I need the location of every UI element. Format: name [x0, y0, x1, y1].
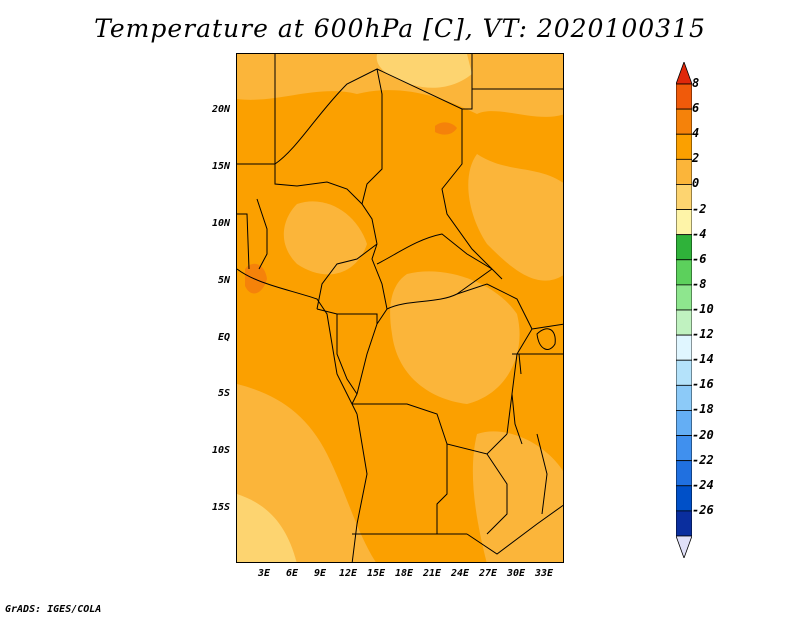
colorbar-swatch — [676, 83, 692, 110]
shading-warm-north — [237, 54, 563, 117]
colorbar-swatch — [676, 133, 692, 160]
colorbar-swatch — [676, 510, 692, 537]
border-car-south — [386, 268, 493, 310]
colorbar-tick-label: -12 — [692, 327, 714, 342]
grads-credit: GrADS: IGES/COLA — [5, 604, 102, 615]
border-congo-drc — [351, 323, 378, 405]
lon-label: 3E — [257, 568, 271, 579]
colorbar-tick-label: -18 — [692, 402, 714, 417]
lon-label: 30E — [506, 568, 526, 579]
lon-label: 6E — [285, 568, 299, 579]
colorbar-swatch — [676, 485, 692, 512]
colorbar-tick-label: 4 — [692, 126, 700, 141]
chart-title: Temperature at 600hPa [C], VT: 202010031… — [94, 14, 706, 43]
colorbar-bottom-arrow — [676, 535, 692, 558]
border-benin — [256, 198, 268, 270]
lat-label: 15S — [211, 502, 230, 513]
colorbar-tick-label: -10 — [692, 302, 714, 316]
colorbar-tick-label: -20 — [692, 427, 714, 442]
border-malawi — [536, 433, 548, 515]
colorbar-swatch — [676, 108, 692, 135]
colorbar-swatch — [676, 410, 692, 436]
shading-warm-congo — [390, 271, 520, 404]
colorbar-swatch — [676, 334, 692, 361]
colorbar-top-arrow — [676, 62, 692, 85]
shading-cool-north — [376, 54, 472, 88]
lat-label: 10S — [211, 445, 230, 456]
shading-warm-central — [283, 201, 367, 275]
colorbar-tick-label: -16 — [692, 377, 714, 392]
colorbar-tick-label: -6 — [692, 251, 707, 266]
lon-label: 24E — [450, 568, 470, 579]
shading-warm-east — [468, 154, 563, 281]
lat-label: 10N — [211, 218, 230, 229]
border-angola-zambia — [436, 444, 467, 535]
lon-label: 15E — [366, 568, 386, 579]
colorbar-swatch — [676, 460, 692, 487]
border-zambia-east — [486, 453, 508, 535]
colorbar-swatch — [676, 259, 692, 286]
colorbar-tick-label: 6 — [692, 101, 700, 116]
border-angola-west — [351, 413, 368, 562]
colorbar-swatch — [676, 359, 692, 386]
lon-label: 18E — [394, 568, 414, 579]
colorbar-tick-label: -22 — [692, 452, 714, 467]
lat-label: 5N — [217, 275, 230, 286]
colorbar-tick-label: -2 — [692, 201, 707, 216]
lake-victoria — [536, 328, 556, 350]
colorbar — [676, 62, 692, 558]
lon-label: 12E — [338, 568, 358, 579]
lat-label: 15N — [211, 161, 230, 172]
border-zambia-zimbabwe — [466, 504, 563, 555]
colorbar-swatch — [676, 435, 692, 462]
colorbar-tick-label: -24 — [692, 477, 714, 492]
border-ghana-togo — [237, 213, 250, 270]
border-niger-chad — [274, 68, 383, 205]
colorbar-tick-label: -14 — [692, 352, 714, 367]
shading-warm-southeast — [472, 431, 563, 562]
colorbar-swatch — [676, 184, 692, 210]
border-car-north — [376, 233, 493, 270]
border-gabon-congo — [336, 314, 358, 395]
lon-label: 27E — [478, 568, 498, 579]
colorbar-tick-label: -8 — [692, 276, 707, 291]
lon-label: 33E — [534, 568, 554, 579]
shading-cool-southwest — [237, 494, 297, 562]
colorbar-swatch — [676, 158, 692, 185]
map-svg — [237, 54, 563, 562]
shading-hot-north — [435, 122, 457, 135]
lon-label: 9E — [313, 568, 327, 579]
border-libya-chad — [376, 54, 473, 110]
colorbar-tick-label: 2 — [692, 151, 700, 166]
shading-hot-west — [245, 263, 267, 294]
lake-kivu — [518, 353, 522, 375]
colorbar-tick-label: -4 — [692, 226, 707, 241]
border-drc-angola — [352, 403, 508, 455]
border-gabon-north — [316, 308, 378, 324]
lat-label: 5S — [217, 388, 230, 399]
colorbar-swatch — [676, 209, 692, 236]
colorbar-tick-label: -26 — [692, 502, 714, 517]
border-uganda — [531, 323, 563, 330]
colorbar-tick-label: 8 — [692, 76, 700, 90]
lon-label: 21E — [422, 568, 442, 579]
lake-tanganyika — [511, 393, 523, 445]
colorbar-swatch — [676, 384, 692, 411]
colorbar-swatch — [676, 234, 692, 261]
coastline-gulf-guinea — [237, 268, 358, 415]
border-cameroon-car — [371, 243, 388, 325]
colorbar-tick-label: 0 — [692, 176, 700, 191]
lat-label: EQ — [217, 332, 230, 343]
colorbar-swatch — [676, 309, 692, 336]
map-plot-area — [236, 53, 564, 563]
border-nigeria-north — [274, 164, 378, 245]
country-borders — [237, 54, 563, 562]
lat-label: 20N — [211, 104, 230, 115]
colorbar-swatch — [676, 284, 692, 311]
border-nigeria-cameroon — [316, 243, 378, 310]
